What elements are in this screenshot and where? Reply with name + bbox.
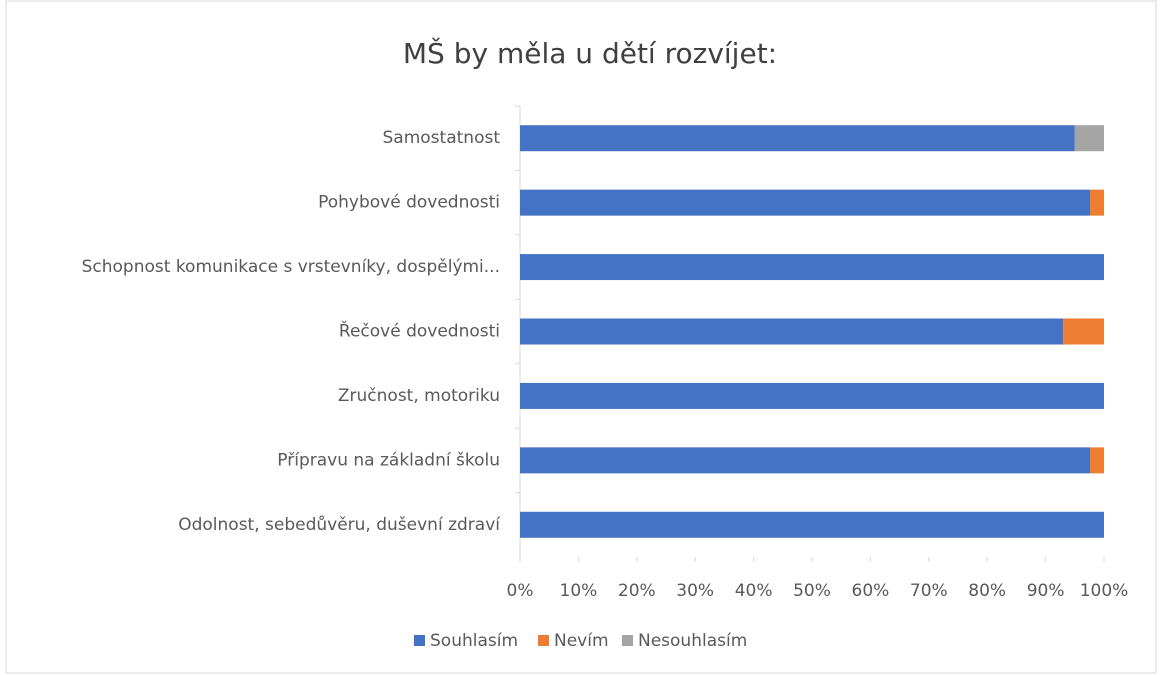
bar (520, 447, 1090, 474)
bar (1089, 189, 1104, 216)
bar (520, 125, 1075, 152)
bar (1089, 447, 1104, 474)
chart-title: MŠ by měla u dětí rozvíjet: (403, 36, 777, 70)
y-tick-label: Pohybové dovednosti (318, 193, 500, 213)
y-tick-label: Řečové dovednosti (339, 320, 500, 342)
y-tick-label: Přípravu na základní školu (277, 450, 500, 470)
bar (520, 382, 1104, 409)
bar (520, 318, 1064, 345)
legend-swatch (622, 635, 633, 646)
x-tick-label: 40% (735, 581, 773, 601)
x-tick-label: 100% (1080, 581, 1129, 601)
bar (520, 511, 1104, 538)
x-tick-label: 50% (793, 581, 831, 601)
x-tick-label: 80% (968, 581, 1006, 601)
x-tick-label: 20% (618, 581, 656, 601)
legend-swatch (538, 635, 549, 646)
y-tick-label: Zručnost, motoriku (338, 386, 500, 406)
x-tick-label: 10% (560, 581, 598, 601)
x-tick-label: 30% (676, 581, 714, 601)
x-tick-label: 90% (1027, 581, 1065, 601)
bar (520, 254, 1104, 281)
x-tick-label: 70% (910, 581, 948, 601)
x-tick-label: 0% (507, 581, 534, 601)
legend-label: Souhlasím (430, 631, 518, 651)
legend-label: Nesouhlasím (638, 631, 747, 651)
y-tick-label: Schopnost komunikace s vrstevníky, dospě… (82, 257, 500, 277)
bar (1074, 125, 1104, 152)
y-tick-label: Samostatnost (383, 128, 501, 148)
legend-label: Nevím (554, 631, 609, 651)
legend-swatch (414, 635, 425, 646)
bar (520, 189, 1090, 216)
x-tick-label: 60% (852, 581, 890, 601)
y-tick-label: Odolnost, sebedůvěru, duševní zdraví (178, 515, 501, 535)
bar (1063, 318, 1104, 345)
